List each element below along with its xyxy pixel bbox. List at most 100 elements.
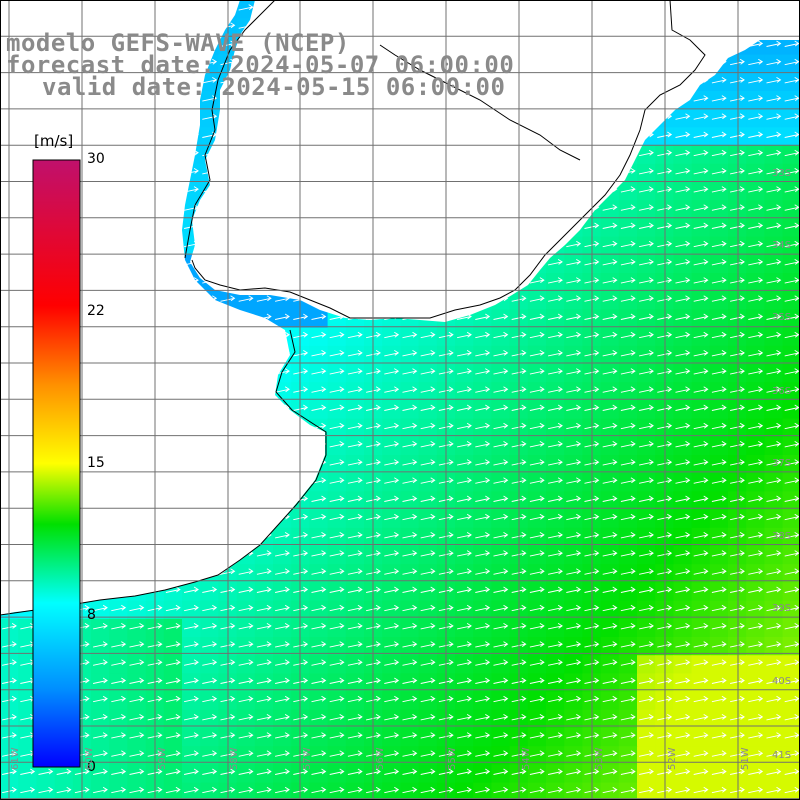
wind-speed-cell: [473, 764, 492, 784]
wind-arrow: [620, 604, 636, 612]
wind-arrow: [639, 623, 654, 630]
wind-arrow: [730, 495, 745, 502]
wind-arrow: [275, 714, 290, 721]
wind-arrow: [311, 623, 327, 630]
wind-speed-cell: [673, 254, 693, 274]
wind-arrow: [784, 149, 800, 157]
wind-speed-cell: [345, 728, 365, 747]
wind-speed-cell: [691, 691, 711, 711]
wind-speed-cell: [455, 436, 474, 456]
lon-label: 61W: [10, 747, 21, 770]
wind-arrow: [329, 786, 345, 794]
wind-speed-cell: [673, 673, 693, 693]
wind-arrow: [602, 313, 618, 320]
wind-arrow: [784, 131, 800, 138]
wind-arrow: [329, 404, 345, 411]
wind-arrow: [475, 786, 491, 794]
wind-speed-cell: [637, 709, 656, 729]
wind-arrow: [529, 404, 545, 411]
wind-speed-cell: [764, 54, 784, 74]
wind-arrow: [129, 732, 145, 739]
wind-arrow: [693, 459, 709, 466]
wind-speed-cell: [746, 673, 765, 693]
wind-speed-cell: [400, 364, 420, 383]
wind-speed-cell: [782, 182, 800, 201]
wind-arrow: [275, 659, 290, 666]
wind-arrow: [329, 532, 345, 539]
title-model: modelo GEFS-WAVE (NCEP): [6, 29, 350, 57]
wind-speed-cell: [637, 637, 656, 656]
wind-arrow: [748, 113, 764, 120]
wind-speed-cell: [109, 673, 128, 693]
wind-arrow: [693, 113, 709, 120]
wind-speed-cell: [254, 691, 274, 711]
wind-arrow: [402, 714, 418, 721]
wind-arrow: [620, 586, 636, 593]
wind-arrow: [675, 350, 691, 357]
wind-arrow: [620, 350, 636, 357]
wind-arrow: [711, 331, 727, 339]
wind-speed-cell: [782, 473, 800, 492]
wind-arrow: [748, 186, 764, 193]
wind-arrow: [784, 495, 800, 502]
wind-speed-cell: [473, 746, 492, 765]
wind-arrow: [730, 77, 745, 84]
wind-arrow: [766, 368, 782, 375]
wind-speed-cell: [673, 182, 693, 201]
wind-speed-cell: [473, 728, 492, 747]
wind-speed-cell: [91, 600, 110, 620]
wind-speed-cell: [491, 327, 511, 347]
wind-arrow: [566, 422, 582, 430]
wind-speed-cell: [673, 546, 693, 565]
wind-arrow: [657, 331, 673, 339]
wind-speed-cell: [254, 673, 274, 693]
wind-speed-cell: [527, 691, 547, 711]
wind-speed-cell: [18, 618, 37, 638]
wind-speed-cell: [327, 709, 347, 729]
wind-speed-cell: [691, 655, 711, 674]
wind-arrow: [730, 113, 745, 120]
wind-arrow: [766, 259, 782, 266]
wind-speed-cell: [345, 746, 365, 765]
wind-speed-cell: [473, 637, 492, 656]
wind-speed-cell: [327, 418, 347, 438]
wind-arrow: [548, 695, 563, 703]
wind-arrow: [639, 259, 654, 266]
wind-arrow: [693, 604, 709, 612]
wind-speed-cell: [746, 455, 765, 474]
wind-arrow: [639, 477, 654, 484]
wind-speed-cell: [491, 345, 511, 365]
wind-speed-cell: [709, 200, 729, 219]
wind-speed-cell: [491, 473, 511, 492]
wind-speed-cell: [709, 709, 729, 729]
wind-speed-cell: [382, 673, 401, 693]
wind-speed-cell: [673, 127, 693, 147]
wind-speed-cell: [709, 527, 729, 547]
wind-speed-cell: [400, 673, 420, 693]
wind-arrow: [693, 331, 709, 339]
wind-arrow: [693, 204, 709, 211]
wind-arrow: [347, 350, 363, 357]
wind-speed-cell: [455, 582, 474, 602]
wind-speed-cell: [764, 72, 784, 92]
wind-speed-cell: [691, 673, 711, 693]
wind-speed-cell: [200, 109, 219, 128]
wind-arrow: [602, 659, 618, 666]
wind-speed-cell: [546, 764, 565, 784]
wind-arrow: [784, 313, 800, 320]
wind-arrow: [329, 386, 345, 393]
wind-speed-cell: [782, 436, 800, 456]
wind-arrow: [693, 641, 709, 648]
wind-arrow: [184, 586, 199, 593]
wind-speed-cell: [728, 382, 747, 401]
wind-arrow: [275, 623, 290, 630]
wind-arrow: [129, 750, 145, 757]
wind-arrow: [347, 750, 363, 757]
wind-speed-cell: [418, 455, 438, 474]
wind-arrow: [711, 732, 727, 739]
wind-speed-cell: [564, 491, 583, 511]
wind-speed-cell: [600, 691, 620, 711]
wind-arrow: [275, 586, 290, 593]
wind-speed-cell: [600, 473, 620, 492]
wind-arrow: [347, 623, 363, 630]
